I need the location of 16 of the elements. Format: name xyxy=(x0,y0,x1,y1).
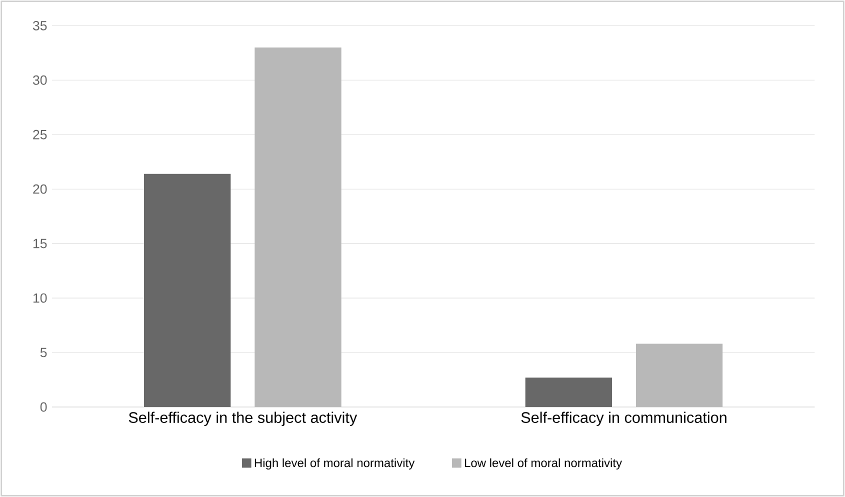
legend-label: High level of moral normativity xyxy=(254,458,415,470)
x-tick-label: Self-efficacy in communication xyxy=(521,412,726,426)
y-tick-label: 20 xyxy=(33,184,47,194)
y-tick-label: 5 xyxy=(40,348,47,358)
bar xyxy=(636,344,723,407)
y-tick-label: 0 xyxy=(40,402,47,412)
y-tick-label: 35 xyxy=(32,20,47,30)
y-tick-label: 15 xyxy=(33,238,47,248)
y-tick-label: 30 xyxy=(32,75,47,85)
legend-label: Low level of moral normativity xyxy=(464,458,622,470)
y-tick-label: 10 xyxy=(33,293,47,303)
x-tick-label: Self-efficacy in the subject activity xyxy=(128,412,358,426)
bar xyxy=(144,174,231,407)
bar xyxy=(525,378,612,407)
y-tick-label: 25 xyxy=(33,130,47,140)
bar xyxy=(254,47,342,407)
